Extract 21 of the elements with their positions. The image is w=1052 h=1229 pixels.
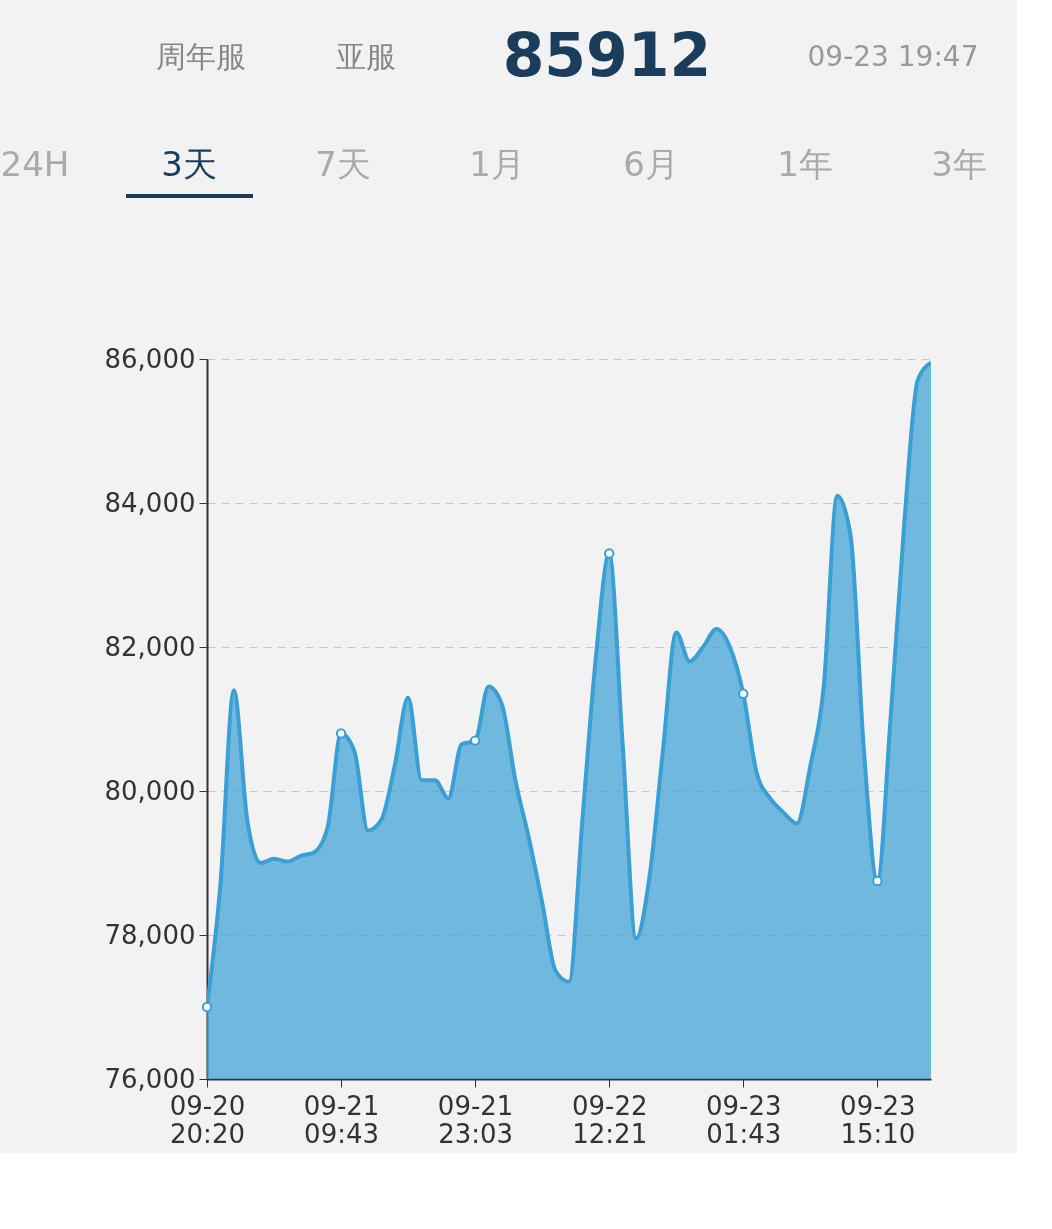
x-tick-label: 09-23 15:10	[840, 1090, 916, 1149]
chart-subtitle: 09-23 19:47	[807, 40, 979, 73]
text: 6月	[623, 144, 679, 184]
y-tick-label: 80,000	[104, 775, 196, 806]
text: 亚服	[336, 39, 396, 74]
text: 7天	[315, 144, 371, 184]
text: 24H	[0, 144, 70, 184]
x-tick-label: 09-21 09:43	[303, 1090, 380, 1149]
y-tick-label: 82,000	[104, 631, 196, 662]
x-tick-label: 09-23 01:43	[706, 1090, 782, 1149]
chart-title: 85912	[502, 20, 712, 90]
y-tick-label: 78,000	[104, 919, 196, 950]
text: 1月	[469, 144, 525, 184]
text: 3年	[931, 144, 987, 184]
x-tick-label: 09-22 12:21	[571, 1090, 648, 1149]
text: 周年服	[156, 39, 246, 74]
text: 3天	[161, 144, 217, 184]
text: 1年	[777, 144, 833, 184]
y-tick-label: 84,000	[104, 487, 196, 518]
y-tick-label: 86,000	[104, 343, 196, 374]
x-tick-label: 09-21 23:03	[437, 1090, 514, 1149]
